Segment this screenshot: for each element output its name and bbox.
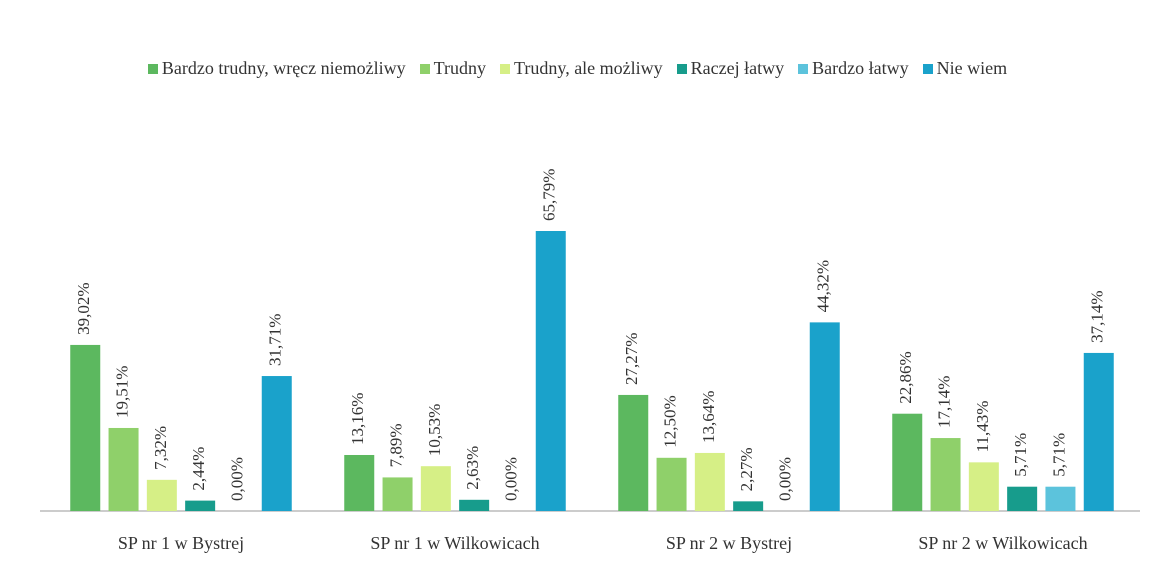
legend-item: Raczej łatwy [676,58,785,79]
value-label: 2,63% [463,446,482,490]
value-label: 12,50% [660,395,679,447]
value-label: 0,00% [501,457,520,501]
value-label: 7,32% [151,426,170,470]
bar [1007,486,1038,511]
value-label: 11,43% [973,401,992,453]
legend-item: Bardzo łatwy [798,58,909,79]
legend-label: Bardzo łatwy [812,58,909,78]
bar [1083,352,1114,511]
value-label: 31,71% [266,314,285,366]
legend-swatch [798,63,809,74]
bar [185,500,216,511]
bar [892,413,923,511]
legend-item: Bardzo trudny, wręcz niemożliwy [147,58,406,79]
legend-swatch [500,63,510,74]
bar [344,454,375,511]
legend-label: Bardzo trudny, wręcz niemożliwy [161,58,406,78]
value-label: 2,27% [737,447,756,491]
legend-label: Trudny, ale możliwy [514,58,663,78]
bar [733,501,764,511]
legend-swatch [676,63,687,74]
value-label: 2,44% [189,447,208,491]
value-label: 10,53% [425,404,444,456]
value-label: 7,89% [386,423,405,467]
value-label: 39,02% [74,283,93,335]
legend-swatch [922,63,933,74]
bar [930,438,961,511]
value-label: 0,00% [227,457,246,501]
value-label: 17,14% [934,376,953,428]
value-label: 13,64% [699,391,718,443]
x-tick-label: SP nr 2 w Bystrej [666,533,792,553]
bar [382,477,413,511]
bar [70,344,101,511]
legend-label: Nie wiem [936,58,1008,78]
legend: Bardzo trudny, wręcz niemożliwy Trudny Tru… [0,58,1155,79]
bar [108,427,139,511]
x-tick-label: SP nr 2 w Wilkowicach [918,533,1087,553]
bar [618,394,649,511]
bar [261,376,292,511]
value-label: 19,51% [112,366,131,418]
value-label: 37,14% [1088,291,1107,343]
bar [535,231,566,511]
x-tick-label: SP nr 1 w Wilkowicach [370,533,539,553]
value-label: 5,71% [1011,433,1030,477]
legend-swatch [419,63,430,74]
value-label: 27,27% [622,333,641,385]
value-label: 22,86% [896,351,915,403]
legend-label: Raczej łatwy [690,58,785,78]
bar [968,462,999,511]
bar [809,322,840,511]
legend-label: Trudny [433,58,486,78]
value-label: 5,71% [1049,433,1068,477]
value-label: 65,79% [540,169,559,221]
bar [420,466,451,511]
bar [1045,486,1076,511]
legend-item: Trudny [419,58,486,79]
legend-item: Nie wiem [922,58,1008,79]
bar [459,499,490,511]
bar [694,452,725,511]
bar [146,479,177,511]
legend-swatch [147,63,158,74]
value-label: 13,16% [348,393,367,445]
legend-item: Trudny, ale możliwy [500,58,663,79]
value-label: 44,32% [814,260,833,312]
bar [656,457,687,511]
value-label: 0,00% [775,457,794,501]
x-tick-label: SP nr 1 w Bystrej [118,533,244,553]
